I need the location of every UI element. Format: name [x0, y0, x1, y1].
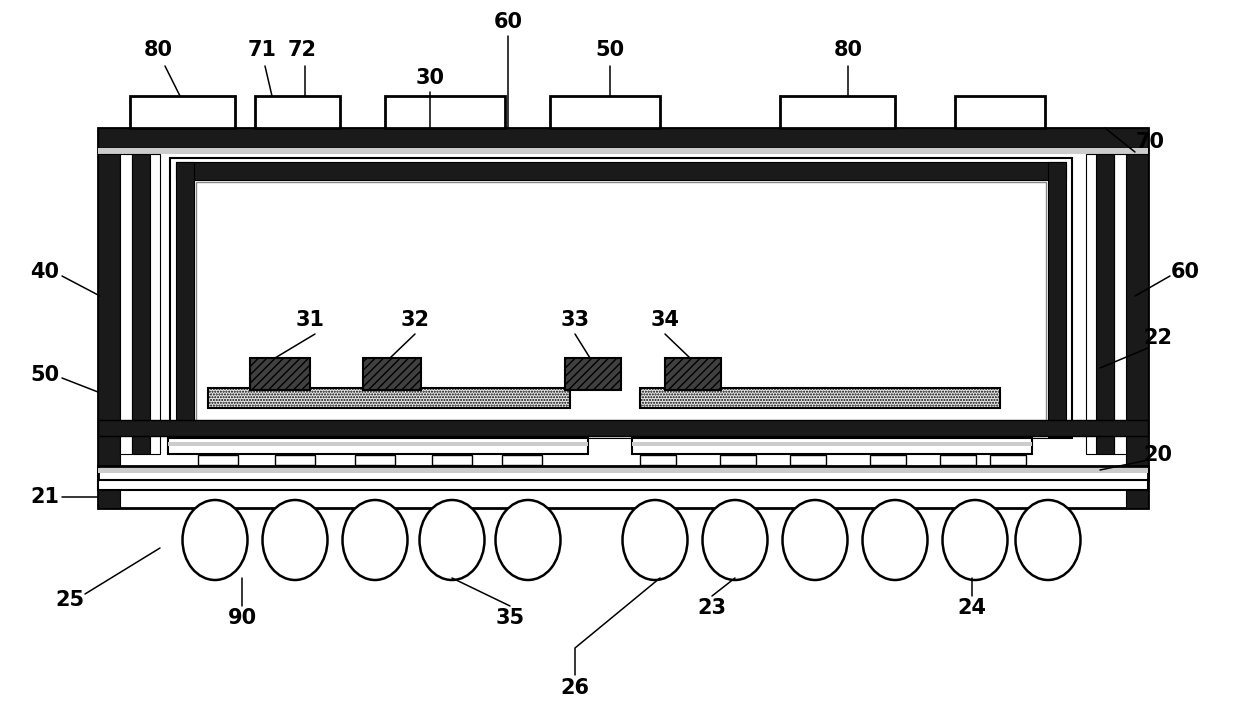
Bar — [120, 154, 131, 454]
Text: 25: 25 — [56, 590, 84, 610]
Bar — [1096, 154, 1114, 454]
Ellipse shape — [263, 500, 327, 580]
Ellipse shape — [182, 500, 248, 580]
Text: 21: 21 — [31, 487, 60, 507]
Bar — [502, 455, 542, 465]
Bar — [98, 420, 1148, 436]
Bar — [167, 438, 588, 454]
Bar — [98, 468, 1148, 473]
Bar — [176, 162, 1066, 180]
Bar — [1086, 154, 1096, 454]
Text: 90: 90 — [227, 608, 257, 628]
Text: 24: 24 — [957, 598, 987, 618]
Ellipse shape — [496, 500, 560, 580]
Bar — [98, 480, 1148, 490]
Text: 22: 22 — [1143, 328, 1173, 348]
Bar — [250, 358, 310, 390]
Ellipse shape — [419, 500, 485, 580]
Bar — [551, 96, 660, 128]
Ellipse shape — [782, 500, 847, 580]
Ellipse shape — [863, 500, 928, 580]
Text: 40: 40 — [31, 262, 60, 282]
Bar — [98, 148, 1148, 154]
Text: 70: 70 — [1136, 132, 1164, 152]
Bar — [196, 182, 1047, 436]
Text: 32: 32 — [401, 310, 429, 330]
Bar — [208, 388, 570, 408]
Ellipse shape — [703, 500, 768, 580]
Bar — [990, 455, 1025, 465]
Text: 23: 23 — [697, 598, 727, 618]
Bar — [632, 438, 1032, 454]
Text: 50: 50 — [595, 40, 625, 60]
Ellipse shape — [942, 500, 1007, 580]
Bar — [640, 388, 999, 408]
Bar — [255, 96, 340, 128]
Bar — [1126, 154, 1148, 508]
Bar — [131, 154, 150, 454]
Bar — [384, 96, 505, 128]
Bar — [940, 455, 976, 465]
Bar — [98, 154, 120, 508]
Text: 20: 20 — [1143, 445, 1173, 465]
Bar — [720, 455, 756, 465]
Text: 30: 30 — [415, 68, 444, 88]
Bar — [176, 162, 193, 424]
Bar — [955, 96, 1045, 128]
Bar — [150, 154, 160, 454]
Text: 80: 80 — [833, 40, 863, 60]
Bar — [98, 466, 1148, 480]
Bar — [355, 455, 396, 465]
Bar — [130, 96, 236, 128]
Bar — [170, 158, 1073, 438]
Bar — [565, 358, 621, 390]
Ellipse shape — [1016, 500, 1080, 580]
Bar — [780, 96, 895, 128]
Text: 71: 71 — [248, 40, 277, 60]
Bar — [275, 455, 315, 465]
Text: 35: 35 — [496, 608, 525, 628]
Text: 50: 50 — [31, 365, 60, 385]
Ellipse shape — [622, 500, 687, 580]
Text: 60: 60 — [1171, 262, 1199, 282]
Bar — [870, 455, 906, 465]
Bar — [198, 455, 238, 465]
Bar — [98, 128, 1148, 508]
Bar — [790, 455, 826, 465]
Bar — [363, 358, 422, 390]
Text: 72: 72 — [288, 40, 316, 60]
Ellipse shape — [342, 500, 408, 580]
Text: 33: 33 — [560, 310, 589, 330]
Bar — [98, 128, 1148, 148]
Text: 31: 31 — [295, 310, 325, 330]
Bar — [632, 442, 1032, 446]
Text: 26: 26 — [560, 678, 589, 698]
Text: 80: 80 — [144, 40, 172, 60]
Bar — [665, 358, 720, 390]
Bar — [1114, 154, 1126, 454]
Bar — [1048, 162, 1066, 424]
Bar — [432, 455, 472, 465]
Text: 34: 34 — [651, 310, 680, 330]
Text: 60: 60 — [494, 12, 522, 32]
Bar — [640, 455, 676, 465]
Bar — [193, 180, 1048, 438]
Bar — [167, 442, 588, 446]
